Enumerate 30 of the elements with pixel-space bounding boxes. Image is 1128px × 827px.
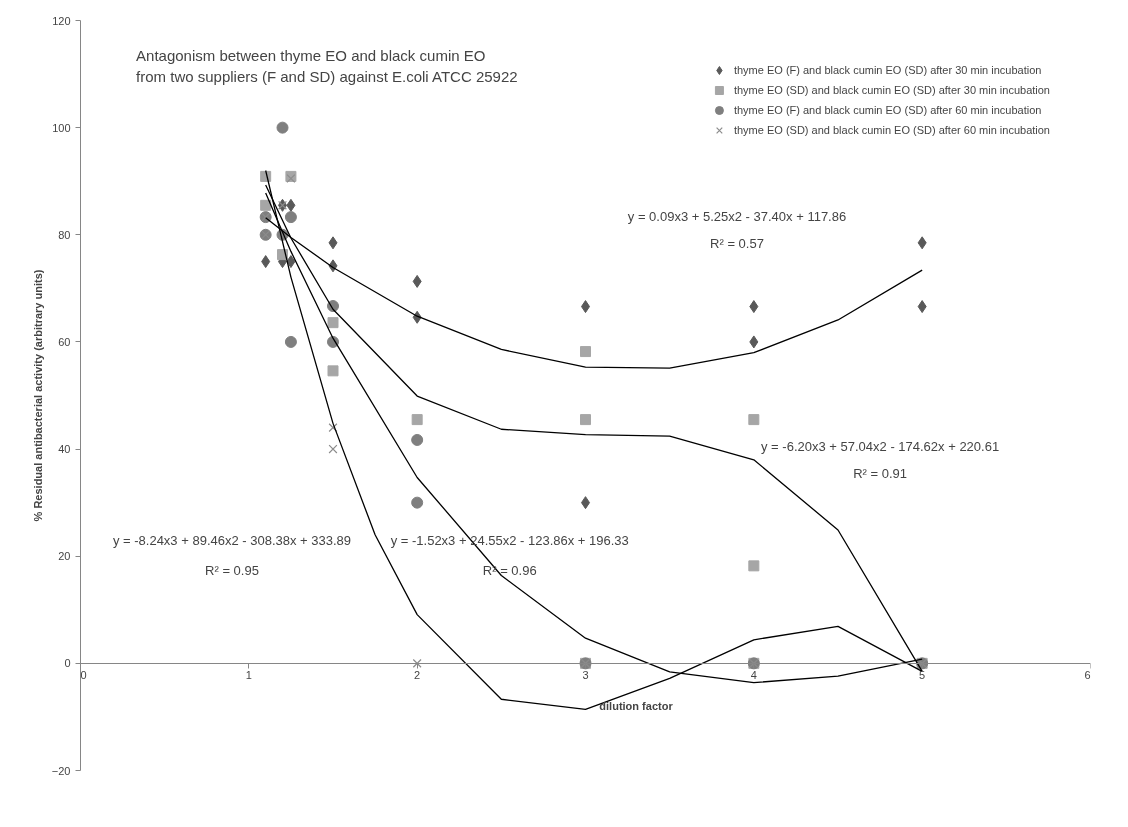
x-tick-label: 0 — [80, 669, 87, 682]
y-tick-label: 100 — [52, 121, 71, 134]
annotation: y = -6.20x3 + 57.04x2 - 174.62x + 220.61 — [761, 439, 1000, 455]
annotation: y = 0.09x3 + 5.25x2 - 37.40x + 117.86 — [627, 209, 847, 225]
x-tick-label: 2 — [414, 669, 421, 682]
y-axis-title: % Residual antibacterial activity (arbitrary units) — [31, 269, 44, 522]
legend-label: thyme EO (SD) and black cumin EO (SD) after 60 min incubation — [733, 123, 1050, 138]
annotation: R² = 0.96 — [482, 562, 537, 578]
annotation: y = -1.52x3 + 24.55x2 - 123.86x + 196.33 — [390, 533, 629, 549]
y-tick-label: 80 — [58, 228, 71, 241]
annotation: R² = 0.57 — [710, 235, 764, 251]
x-axis-title: dilution factor — [599, 699, 674, 712]
x-tick-label: 3 — [582, 669, 589, 682]
y-tick-label: 0 — [64, 657, 71, 670]
legend-label: thyme EO (F) and black cumin EO (SD) after 60 min incubation — [733, 103, 1042, 118]
x-tick-label: 4 — [750, 669, 757, 682]
y-tick-label: −20 — [51, 764, 71, 777]
annotation: R² = 0.95 — [205, 562, 259, 578]
x-tick-label: 5 — [919, 669, 926, 682]
annotation: y = -8.24x3 + 89.46x2 - 308.38x + 333.89 — [112, 533, 352, 549]
annotation: R² = 0.91 — [853, 466, 908, 482]
legend-label: thyme EO (F) and black cumin EO (SD) after 30 min incubation — [733, 63, 1042, 78]
y-tick-label: 20 — [58, 550, 71, 563]
y-tick-label: 120 — [52, 14, 71, 27]
legend-label: thyme EO (SD) and black cumin EO (SD) after 30 min incubation — [733, 83, 1050, 98]
y-tick-label: 40 — [58, 443, 71, 456]
x-tick-label: 1 — [245, 669, 252, 682]
x-tick-label: 6 — [1084, 669, 1091, 682]
text: Antagonism between thyme EO and black cumin EO from two suppliers (F and SD) against E.coli ATCC 25922 — [136, 47, 518, 85]
y-tick-label: 60 — [58, 335, 71, 348]
